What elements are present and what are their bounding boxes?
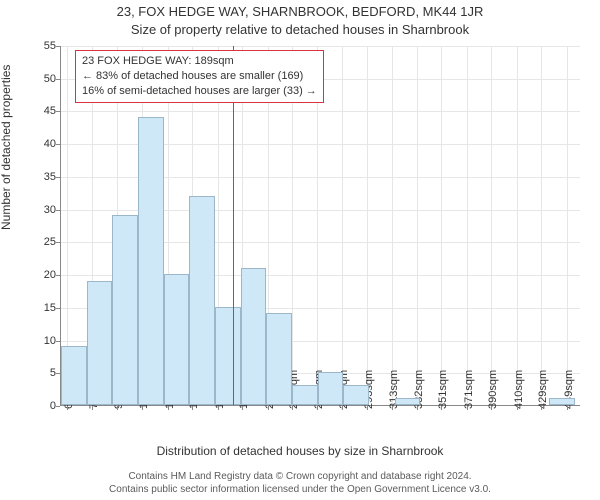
histogram-bar (241, 268, 267, 405)
x-axis-label: Distribution of detached houses by size … (0, 444, 600, 458)
y-tick-label: 50 (26, 73, 56, 85)
footer-line-2: Contains public sector information licen… (0, 483, 600, 496)
x-tick-mark (392, 406, 393, 410)
y-tick-mark (56, 373, 60, 374)
y-tick-labels: 0510152025303540455055 (24, 46, 60, 406)
x-tick-label: 410sqm (513, 370, 525, 409)
x-tick-mark (92, 406, 93, 410)
y-tick-mark (56, 406, 60, 407)
x-tick-mark (441, 406, 442, 410)
y-tick-mark (56, 46, 60, 47)
chart-title-address: 23, FOX HEDGE WAY, SHARNBROOK, BEDFORD, … (0, 4, 600, 19)
y-tick-label: 40 (26, 138, 56, 150)
x-tick-mark (67, 406, 68, 410)
histogram-bar (318, 372, 344, 405)
grid-line-v (441, 46, 442, 405)
grid-line-v (417, 46, 418, 405)
y-tick-mark (56, 177, 60, 178)
x-tick-mark (168, 406, 169, 410)
chart-container: 23, FOX HEDGE WAY, SHARNBROOK, BEDFORD, … (0, 0, 600, 500)
x-tick-mark (517, 406, 518, 410)
x-tick-mark (218, 406, 219, 410)
y-tick-mark (56, 242, 60, 243)
marker-annotation-box: 23 FOX HEDGE WAY: 189sqm ← 83% of detach… (75, 50, 324, 103)
grid-line-v (392, 46, 393, 405)
histogram-bar (343, 385, 369, 405)
x-tick-mark (367, 406, 368, 410)
y-axis-label: Number of detached properties (0, 65, 13, 230)
histogram-bar (138, 117, 164, 405)
annotation-line-1: 23 FOX HEDGE WAY: 189sqm (82, 54, 317, 69)
y-tick-label: 20 (26, 269, 56, 281)
histogram-bar (549, 398, 575, 405)
histogram-bar (189, 196, 215, 405)
x-tick-label: 429sqm (537, 370, 549, 409)
grid-line-v (541, 46, 542, 405)
x-tick-mark (292, 406, 293, 410)
histogram-bar (87, 281, 113, 405)
grid-line-v (517, 46, 518, 405)
x-tick-mark (567, 406, 568, 410)
grid-line-v (491, 46, 492, 405)
y-tick-mark (56, 308, 60, 309)
y-tick-mark (56, 144, 60, 145)
y-tick-label: 10 (26, 335, 56, 347)
x-tick-mark (142, 406, 143, 410)
y-tick-label: 0 (26, 400, 56, 412)
histogram-bar (112, 215, 138, 405)
footer-line-1: Contains HM Land Registry data © Crown c… (0, 470, 600, 483)
y-tick-mark (56, 210, 60, 211)
y-tick-label: 25 (26, 236, 56, 248)
x-tick-mark (417, 406, 418, 410)
x-tick-mark (242, 406, 243, 410)
y-tick-mark (56, 111, 60, 112)
y-tick-label: 35 (26, 171, 56, 183)
y-tick-mark (56, 79, 60, 80)
y-tick-mark (56, 341, 60, 342)
y-tick-label: 30 (26, 204, 56, 216)
footer-attribution: Contains HM Land Registry data © Crown c… (0, 470, 600, 496)
x-tick-label: 390sqm (487, 370, 499, 409)
x-tick-label: 351sqm (437, 370, 449, 409)
histogram-bar (215, 307, 241, 405)
histogram-bar (395, 398, 421, 405)
y-tick-mark (56, 275, 60, 276)
x-tick-label: 371sqm (463, 370, 475, 409)
histogram-bar (292, 385, 318, 405)
x-tick-mark (317, 406, 318, 410)
x-tick-mark (491, 406, 492, 410)
annotation-line-3: 16% of semi-detached houses are larger (… (82, 84, 317, 99)
grid-line-h (61, 111, 580, 112)
y-tick-label: 5 (26, 367, 56, 379)
x-tick-mark (268, 406, 269, 410)
x-tick-mark (541, 406, 542, 410)
x-tick-mark (117, 406, 118, 410)
histogram-bar (164, 274, 190, 405)
x-tick-mark (467, 406, 468, 410)
grid-line-v (567, 46, 568, 405)
y-tick-label: 15 (26, 302, 56, 314)
histogram-bar (61, 346, 87, 405)
y-tick-label: 55 (26, 40, 56, 52)
grid-line-h (61, 46, 580, 47)
grid-line-v (367, 46, 368, 405)
grid-line-v (467, 46, 468, 405)
x-tick-mark (192, 406, 193, 410)
y-tick-label: 45 (26, 105, 56, 117)
annotation-line-2: ← 83% of detached houses are smaller (16… (82, 69, 317, 84)
grid-line-v (342, 46, 343, 405)
histogram-bar (266, 313, 292, 405)
x-tick-mark (342, 406, 343, 410)
chart-title-subtitle: Size of property relative to detached ho… (0, 22, 600, 37)
